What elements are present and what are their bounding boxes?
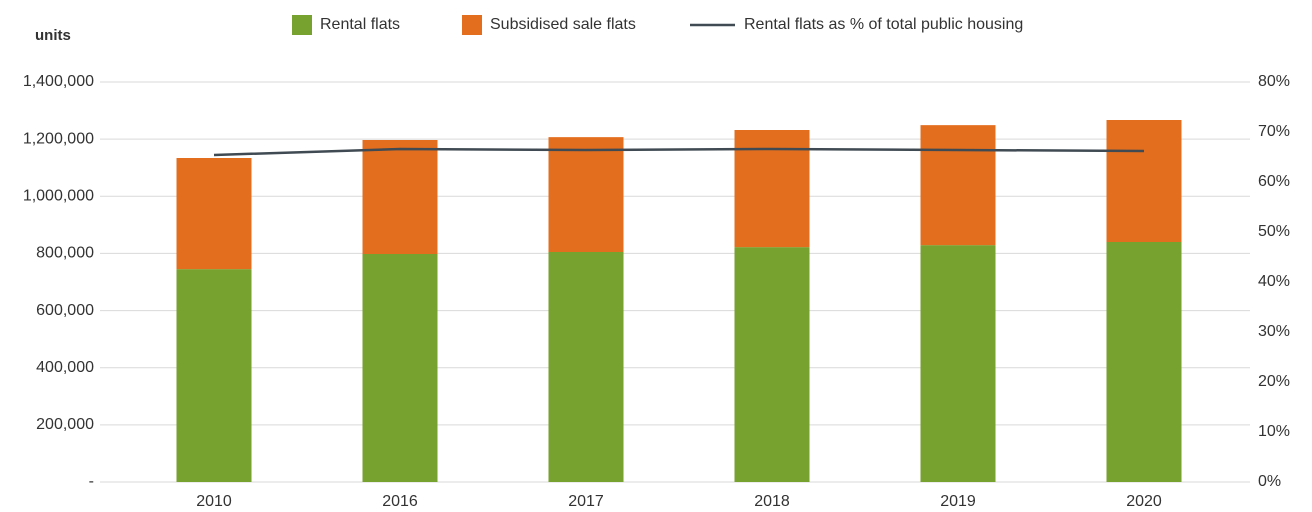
y2-tick-label: 70% [1258,123,1290,140]
bar [176,269,252,482]
legend-label: Subsidised sale flats [490,16,636,33]
bar [734,130,810,248]
y-tick-label: 1,200,000 [23,130,94,147]
y2-tick-label: 50% [1258,223,1290,240]
y2-tick-label: 0% [1258,473,1281,490]
bar [362,140,438,254]
y2-tick-label: 30% [1258,323,1290,340]
bar [1106,120,1182,242]
bar [920,125,996,246]
x-tick-label: 2010 [196,493,232,510]
y2-tick-label: 20% [1258,373,1290,390]
y-tick-label: 600,000 [36,302,94,319]
y2-tick-label: 10% [1258,423,1290,440]
bar [920,245,996,482]
y2-tick-label: 80% [1258,73,1290,90]
bar [548,137,624,252]
y-tick-label: 1,400,000 [23,73,94,90]
bar [1106,242,1182,482]
x-tick-label: 2019 [940,493,976,510]
y-tick-label: 800,000 [36,245,94,262]
y2-tick-label: 40% [1258,273,1290,290]
y-tick-label: 400,000 [36,359,94,376]
y-tick-label: 200,000 [36,416,94,433]
bar [176,158,252,270]
y-tick-label: - [89,473,94,490]
y-tick-label: 1,000,000 [23,188,94,205]
bar [734,247,810,482]
x-tick-label: 2018 [754,493,790,510]
legend-label: Rental flats [320,16,400,33]
legend-label: Rental flats as % of total public housin… [744,16,1023,33]
legend-swatch [462,15,482,35]
x-tick-label: 2017 [568,493,604,510]
legend-swatch [292,15,312,35]
x-tick-label: 2020 [1126,493,1162,510]
bar [548,252,624,482]
y-axis-label: units [35,27,71,44]
line-series [213,147,1145,157]
x-tick-label: 2016 [382,493,418,510]
y2-tick-label: 60% [1258,173,1290,190]
bar [362,254,438,482]
